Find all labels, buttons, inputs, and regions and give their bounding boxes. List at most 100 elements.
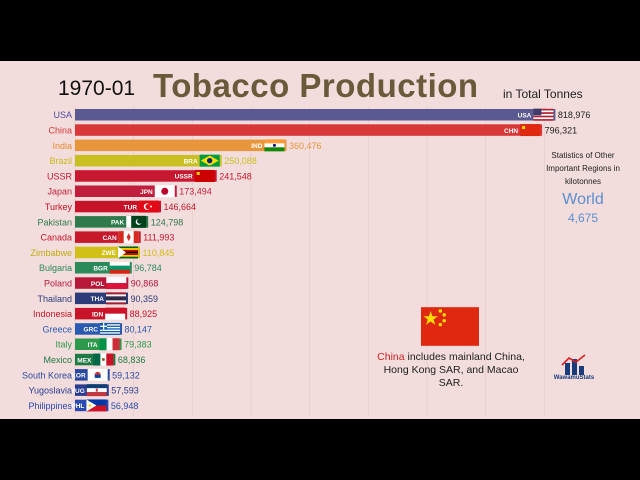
bar-value-label: 90,359 [131, 294, 159, 304]
bar-value-label: 818,976 [558, 110, 591, 120]
china-note-text: includes mainland China, Hong Kong SAR, … [383, 351, 525, 389]
bar-value-label: 96,784 [134, 263, 162, 273]
bar-name-label: Yugoslavia [28, 386, 72, 396]
china-flag-icon [421, 307, 479, 346]
flag-icon [93, 353, 114, 366]
chart-frame: 1970-01 Tobacco Production in Total Tonn… [0, 61, 640, 419]
bar-value-label: 796,321 [545, 126, 578, 136]
bar-name-label: USSR [47, 171, 73, 181]
bar [75, 277, 129, 289]
bar [75, 200, 162, 213]
bar-name-label: Japan [47, 187, 72, 197]
flag-icon [126, 215, 147, 228]
bar-name-label: USA [53, 110, 72, 120]
chart-subtitle: in Total Tonnes [503, 87, 583, 101]
flag-icon [99, 338, 120, 351]
bar-name-label: Turkey [45, 202, 73, 212]
bar-name-label: Bulgaria [39, 263, 72, 273]
bar [75, 109, 556, 121]
bar-code-label: BGR [93, 266, 108, 273]
bar-value-label: 90,868 [131, 279, 159, 289]
bar-code-label: PHL [71, 403, 84, 410]
bar [75, 323, 123, 335]
bar [75, 154, 222, 167]
bar-name-label: South Korea [22, 370, 72, 380]
bar-value-label: 360,476 [289, 141, 322, 151]
bar-code-label: KOR [71, 373, 86, 380]
flag-icon [264, 139, 285, 152]
bar-value-label: 79,383 [124, 340, 152, 350]
bar-value-label: 59,132 [112, 370, 140, 380]
flag-icon [194, 169, 215, 182]
chart-title: Tobacco Production [153, 67, 479, 104]
bar-code-label: CHN [504, 128, 518, 135]
bar-code-label: THA [91, 296, 105, 303]
bar-code-label: GRC [84, 327, 99, 334]
bar-code-label: CAN [103, 235, 117, 242]
bar-code-label: IDN [92, 311, 104, 318]
bar-code-label: JPN [140, 189, 153, 196]
bar-code-label: TUR [124, 204, 138, 211]
bar-code-label: YUG [71, 388, 85, 395]
bar-value-label: 146,664 [164, 202, 197, 212]
bar [75, 139, 287, 152]
flag-icon [533, 108, 554, 121]
china-note: China includes mainland China, Hong Kong… [374, 351, 528, 390]
bar-value-label: 110,845 [143, 248, 175, 258]
china-note-highlight: China [377, 351, 405, 363]
bar-code-label: ITA [88, 342, 98, 349]
bar-value-label: 250,088 [224, 156, 257, 166]
flag-icon [118, 246, 139, 259]
bar-value-label: 56,948 [111, 401, 139, 411]
flag-icon [86, 399, 107, 412]
flag-icon [118, 231, 139, 244]
bar-name-label: Thailand [37, 294, 72, 304]
bar-name-label: Poland [44, 279, 72, 289]
bar-name-label: Canada [40, 233, 72, 243]
bar-name-label: Pakistan [37, 217, 72, 227]
bar-code-label: PAK [111, 220, 125, 227]
bar-name-label: Italy [55, 340, 72, 350]
flag-icon [154, 185, 175, 198]
bar-name-label: Indonesia [33, 309, 72, 319]
bar-value-label: 241,548 [219, 171, 252, 181]
bar-code-label: IND [251, 143, 263, 150]
flag-icon [106, 292, 127, 305]
bar [75, 231, 141, 243]
bar-value-label: 111,993 [143, 233, 174, 243]
bar-code-label: USA [518, 113, 532, 120]
bar-name-label: Philippines [28, 401, 72, 411]
flag-icon [109, 261, 130, 274]
bar-name-label: China [48, 126, 72, 136]
bar-value-label: 68,836 [118, 355, 146, 365]
bar [75, 185, 177, 197]
bar-name-label: Greece [42, 324, 72, 334]
world-label: World [562, 191, 604, 208]
bar [75, 216, 149, 228]
bar-code-label: USSR [175, 174, 193, 181]
bar-code-label: MEX [77, 357, 92, 364]
bar-code-label: POL [91, 281, 104, 288]
bar-value-label: 124,798 [151, 217, 184, 227]
bar-chart: 0100,000200,000300,000400,000500,000600,… [22, 106, 591, 417]
flag-icon [100, 322, 121, 335]
bar-code-label: BRA [184, 158, 198, 165]
other-regions-note: Statistics of Other Important Regions in… [546, 151, 620, 186]
bar [75, 292, 129, 305]
bar-value-label: 88,925 [130, 309, 158, 319]
brand-name: WawamuStats [553, 375, 595, 381]
flag-icon [106, 277, 127, 290]
flag-icon [105, 307, 126, 320]
flag-icon [520, 124, 541, 137]
bar [75, 124, 543, 136]
date-label: 1970-01 [58, 77, 136, 100]
flag-icon [199, 154, 220, 167]
brand-logo-icon [561, 354, 586, 375]
flag-icon [86, 384, 107, 397]
bar [75, 338, 122, 350]
bar [75, 170, 217, 182]
bar-value-label: 173,494 [179, 187, 212, 197]
bar-code-label: ZWE [102, 250, 117, 257]
bar-name-label: Mexico [43, 355, 72, 365]
flag-icon [87, 368, 108, 381]
